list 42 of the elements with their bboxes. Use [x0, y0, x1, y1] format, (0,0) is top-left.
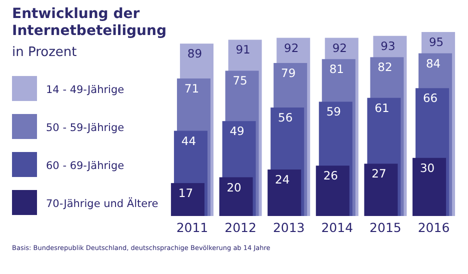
data-label: 44 [181, 134, 196, 148]
data-label: 75 [232, 74, 248, 88]
chart-title: Entwicklung der Internetbeteiligung [12, 6, 166, 39]
data-label: 30 [420, 160, 435, 175]
data-label: 49 [230, 124, 244, 138]
text: in Prozent [12, 45, 77, 60]
legend-label: 70-Jährige und Ältere [46, 197, 158, 210]
data-label: 26 [323, 168, 338, 183]
legend-label: 14 - 49-Jährige [46, 84, 124, 96]
bar [316, 166, 350, 216]
x-tick-label: 2015 [370, 220, 402, 235]
bar [412, 158, 446, 216]
data-label: 92 [284, 40, 299, 55]
x-tick-label: 2012 [224, 220, 256, 235]
data-label: 91 [236, 42, 250, 57]
data-label: 84 [426, 56, 441, 70]
bar [170, 183, 204, 216]
data-label: 17 [178, 186, 194, 200]
data-label: 89 [187, 46, 202, 61]
data-label: 20 [226, 180, 242, 194]
data-label: 66 [422, 91, 438, 106]
x-tick-label: 2013 [272, 220, 305, 235]
data-label: 59 [326, 104, 341, 119]
data-label: 93 [380, 38, 396, 53]
legend-label: 50 - 59-Jährige [46, 122, 124, 134]
legend-label: 60 - 69-Jährige [46, 160, 124, 172]
bar [268, 170, 302, 216]
data-label: 27 [372, 166, 386, 181]
x-tick-label: 2011 [176, 220, 208, 235]
x-tick-label: 2014 [321, 220, 354, 235]
bar [364, 164, 398, 216]
data-label: 79 [281, 66, 296, 80]
bar [219, 177, 253, 216]
data-label: 95 [428, 35, 444, 49]
x-tick-label: 2016 [418, 220, 450, 235]
data-label: 56 [278, 110, 293, 125]
data-label: 71 [184, 81, 200, 96]
data-label: 82 [378, 60, 392, 74]
data-label: 92 [332, 40, 347, 55]
data-label: 81 [329, 62, 344, 76]
data-label: 24 [275, 172, 290, 187]
data-label: 61 [374, 100, 390, 115]
